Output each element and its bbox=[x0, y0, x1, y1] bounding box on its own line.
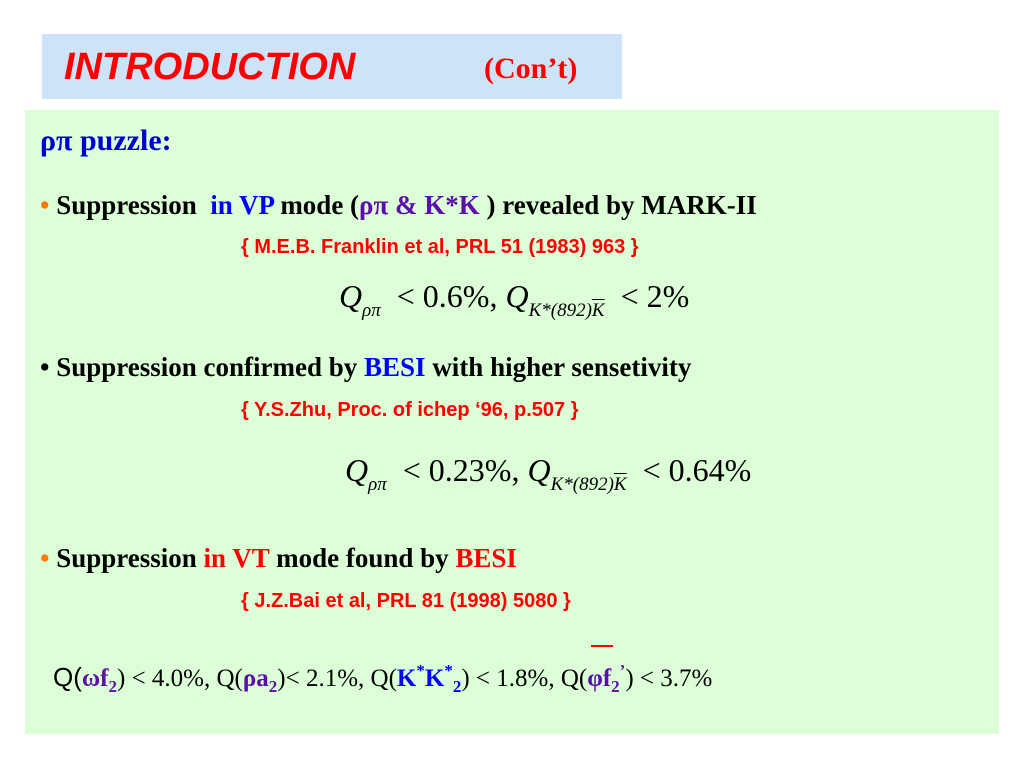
bullet-3-part2: in VT bbox=[203, 543, 270, 573]
q4-rest: ) < 3.7% bbox=[625, 665, 713, 692]
q1-f: f bbox=[100, 665, 109, 692]
bullet-2-part1: Suppression confirmed by bbox=[56, 352, 358, 382]
reference-2: { Y.S.Zhu, Proc. of ichep ‘96, p.507 } bbox=[241, 399, 579, 421]
title-box: INTRODUCTION (Con’t) bbox=[42, 34, 622, 99]
formula-1-sub1: ρπ bbox=[362, 300, 381, 321]
formula-2-q2: Q bbox=[527, 452, 551, 488]
slide-title: INTRODUCTION bbox=[64, 46, 356, 88]
formula-2-sub1: ρπ bbox=[368, 474, 387, 495]
bullet-marker: • bbox=[40, 543, 50, 573]
ratio-line: Q(ωf2) < 4.0%, Q(ρa2)< 2.1%, Q(K*K*2) < … bbox=[53, 661, 712, 697]
q1-prefix: Q( bbox=[53, 662, 82, 692]
q4-f: f bbox=[602, 665, 612, 692]
kbar-overline bbox=[591, 645, 613, 647]
q3-sup2: * bbox=[444, 661, 453, 680]
q2-sub: 2 bbox=[268, 677, 278, 696]
reference-3: { J.Z.Bai et al, PRL 81 (1998) 5080 } bbox=[241, 590, 571, 612]
q4-sup: ’ bbox=[619, 661, 626, 680]
formula-1-sub2: K*(892)K bbox=[528, 300, 605, 321]
bullet-3-part1: Suppression bbox=[56, 543, 197, 573]
formula-1: Qρπ < 0.6%, QK*(892)K < 2% bbox=[339, 278, 689, 322]
formula-2-sub2: K*(892)K bbox=[550, 474, 627, 495]
content-panel: ρπ puzzle: • Suppression in VP mode (ρπ … bbox=[25, 110, 999, 734]
section-heading: ρπ puzzle: bbox=[40, 124, 172, 157]
q4-sub: 2 bbox=[611, 677, 620, 696]
q3-rest: ) < 1.8%, Q( bbox=[461, 665, 588, 692]
bullet-marker: • bbox=[40, 190, 50, 220]
q1-rest: ) < 4.0%, Q( bbox=[117, 665, 243, 692]
formula-1-rel2: < 2% bbox=[620, 278, 690, 314]
bullet-1: • Suppression in VP mode (ρπ & K*K ) rev… bbox=[40, 190, 757, 221]
formula-1-q1: Q bbox=[339, 278, 363, 314]
bullet-3-part4: BESI bbox=[455, 543, 517, 573]
formula-2-rel2: < 0.64% bbox=[642, 452, 752, 488]
q3-k: K bbox=[396, 665, 417, 692]
q3-kbar: K bbox=[424, 665, 445, 692]
bullet-2-part3: with higher sensetivity bbox=[432, 352, 692, 382]
bullet-3-part3: mode found by bbox=[276, 543, 449, 573]
bullet-marker: • bbox=[40, 352, 50, 382]
q1-sub: 2 bbox=[108, 677, 118, 696]
bullet-1-part5: ) revealed by MARK-II bbox=[486, 190, 757, 220]
formula-2: Qρπ < 0.23%, QK*(892)K < 0.64% bbox=[345, 452, 751, 496]
formula-2-rel1: < 0.23%, bbox=[402, 452, 520, 488]
bullet-2: • Suppression confirmed by BESI with hig… bbox=[40, 352, 691, 383]
bullet-1-part3: mode ( bbox=[280, 190, 360, 220]
q2-a: a bbox=[256, 665, 269, 692]
q2-rho: ρ bbox=[242, 665, 257, 692]
q2-rest: )< 2.1%, Q( bbox=[277, 665, 397, 692]
q3-sup1: * bbox=[416, 661, 425, 680]
formula-2-q1: Q bbox=[345, 452, 369, 488]
q3-sub: 2 bbox=[452, 677, 462, 696]
bullet-1-part2: in VP bbox=[210, 190, 274, 220]
reference-1: { M.E.B. Franklin et al, PRL 51 (1983) 9… bbox=[241, 236, 639, 258]
formula-1-q2: Q bbox=[505, 278, 529, 314]
bullet-1-part1: Suppression bbox=[56, 190, 197, 220]
bullet-2-part2: BESI bbox=[364, 352, 426, 382]
q1-omega: ω bbox=[81, 665, 101, 692]
bullet-1-part4: ρπ & K*K bbox=[359, 190, 480, 220]
slide-subtitle: (Con’t) bbox=[484, 52, 578, 85]
bullet-3: • Suppression in VT mode found by BESI bbox=[40, 543, 517, 574]
formula-1-rel1: < 0.6%, bbox=[396, 278, 498, 314]
q4-phi: φ bbox=[587, 665, 603, 692]
